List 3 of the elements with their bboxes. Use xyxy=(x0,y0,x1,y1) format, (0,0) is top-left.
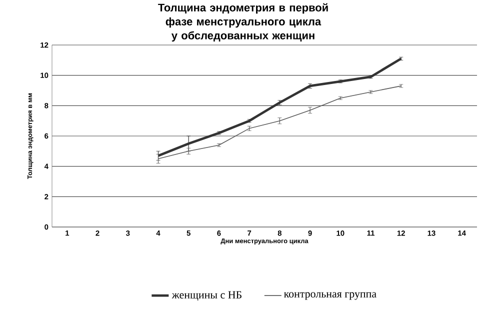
legend-label: контрольная группа xyxy=(284,292,376,300)
chart-title: Толщина эндометрия в первой фазе менструального цикла у обследованных женщин xyxy=(158,3,328,42)
legend-label: женщины с НБ xyxy=(172,291,242,301)
